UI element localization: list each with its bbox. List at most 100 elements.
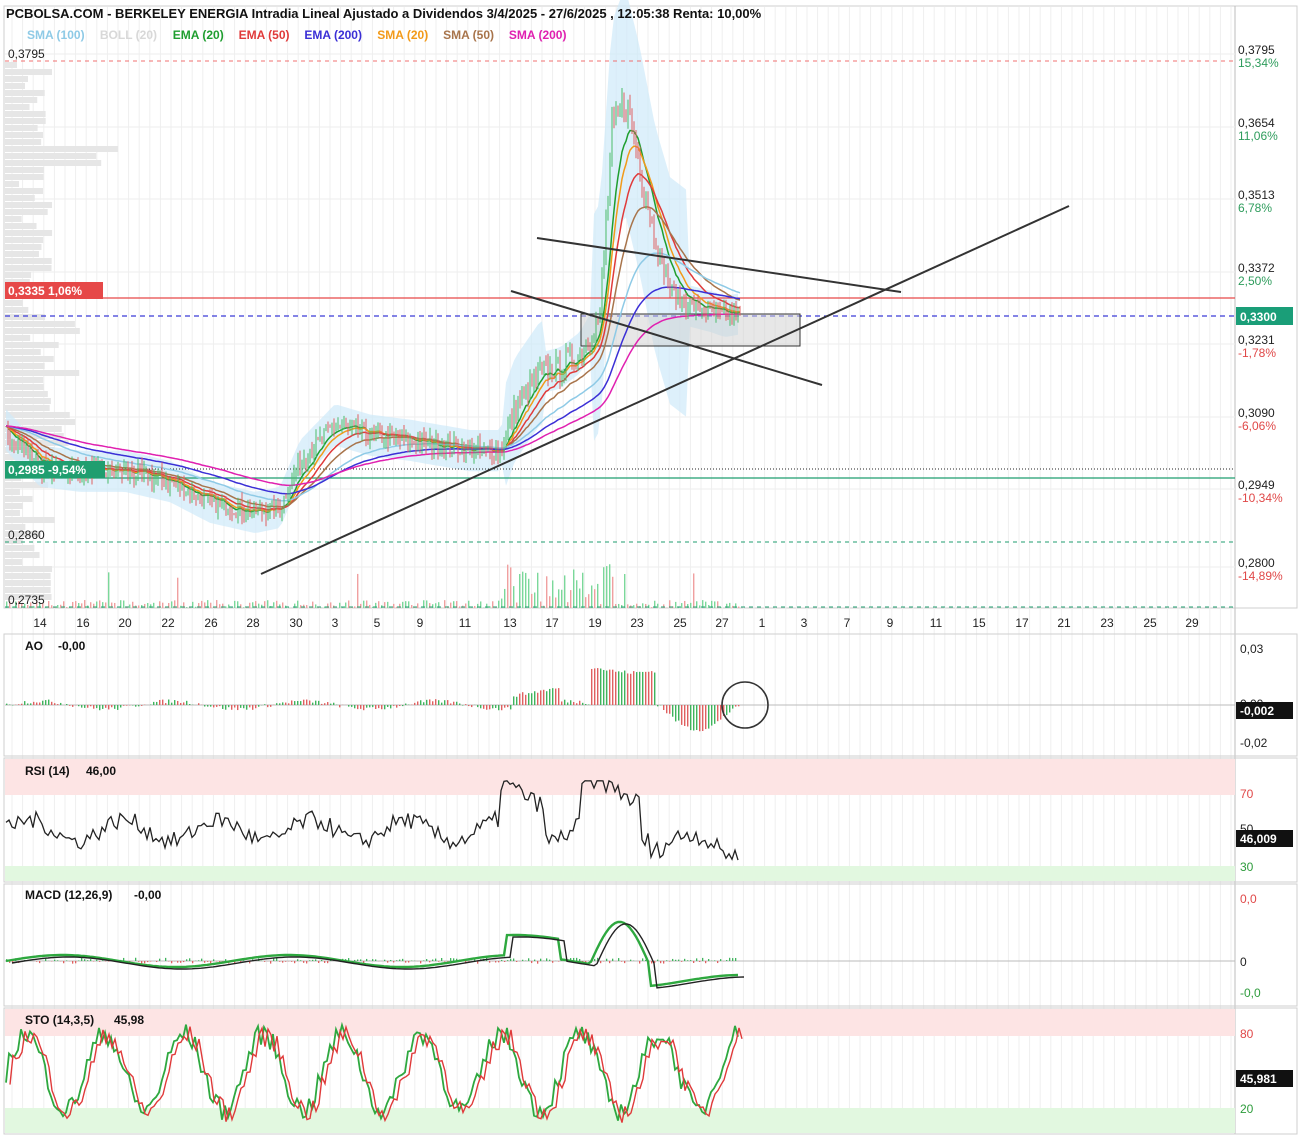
volume-bar bbox=[675, 602, 676, 608]
volume-bar bbox=[282, 602, 283, 608]
macd-hist-bar bbox=[675, 960, 676, 961]
volume-profile-bar bbox=[5, 510, 20, 516]
volume-profile-bar bbox=[5, 76, 28, 82]
ao-bar bbox=[510, 705, 511, 709]
volume-bar bbox=[510, 567, 511, 608]
ao-bar bbox=[210, 705, 211, 707]
legend-item: SMA (100) bbox=[27, 28, 85, 42]
volume-bar bbox=[693, 573, 694, 608]
volume-profile-bar bbox=[5, 496, 32, 502]
ao-bar bbox=[291, 700, 292, 705]
volume-bar bbox=[648, 605, 649, 608]
ao-tick-top: 0,03 bbox=[1240, 642, 1264, 656]
macd-hist-bar bbox=[630, 960, 631, 961]
macd-hist-bar bbox=[579, 959, 580, 961]
volume-profile-bar bbox=[5, 174, 44, 180]
volume-profile-bar bbox=[5, 307, 28, 313]
volume-bar bbox=[594, 589, 595, 608]
macd-hist-bar bbox=[693, 961, 694, 963]
macd-hist-bar bbox=[708, 959, 709, 961]
ao-bar bbox=[312, 703, 313, 705]
ao-bar bbox=[183, 702, 184, 705]
date-tick: 20 bbox=[118, 616, 132, 630]
volume-bar bbox=[411, 605, 412, 608]
volume-bar bbox=[171, 601, 172, 608]
left-level-bottom: 0,2735 bbox=[8, 593, 45, 607]
ao-bar bbox=[186, 701, 187, 705]
volume-bar bbox=[555, 597, 556, 608]
ao-bar bbox=[24, 701, 25, 705]
ao-bar bbox=[189, 704, 190, 705]
ao-bar bbox=[549, 689, 550, 705]
macd-hist-bar bbox=[138, 961, 139, 962]
ao-bar bbox=[216, 705, 217, 707]
volume-profile-bar bbox=[5, 195, 35, 201]
ao-bar bbox=[279, 703, 280, 705]
macd-hist-bar bbox=[399, 960, 400, 961]
ao-bar bbox=[456, 702, 457, 705]
ao-bar bbox=[30, 703, 31, 705]
macd-hist-bar bbox=[192, 961, 193, 963]
macd-hist-bar bbox=[180, 961, 181, 963]
ao-bar bbox=[180, 703, 181, 705]
ao-bar bbox=[9, 704, 10, 705]
macd-hist-bar bbox=[669, 961, 670, 962]
macd-hist-bar bbox=[270, 961, 271, 964]
ao-bar bbox=[708, 705, 709, 729]
ao-bar bbox=[294, 701, 295, 705]
macd-hist-bar bbox=[678, 960, 679, 961]
macd-hist-bar bbox=[720, 959, 721, 961]
ao-bar bbox=[45, 700, 46, 705]
volume-profile-bar bbox=[5, 258, 52, 264]
volume-bar bbox=[624, 574, 625, 608]
ao-bar bbox=[585, 704, 586, 705]
date-tick: 9 bbox=[887, 616, 894, 630]
date-tick: 23 bbox=[630, 616, 644, 630]
volume-bar bbox=[609, 564, 610, 608]
macd-hist-bar bbox=[147, 961, 148, 962]
macd-tick-bottom: -0,0 bbox=[1240, 986, 1261, 1000]
volume-profile-bar bbox=[5, 265, 52, 271]
macd-hist-bar bbox=[36, 961, 37, 962]
volume-profile-bar bbox=[5, 62, 17, 68]
volume-profile-bar bbox=[5, 503, 23, 509]
ao-bar bbox=[249, 705, 250, 707]
legend-item: SMA (200) bbox=[509, 28, 567, 42]
volume-bar bbox=[561, 590, 562, 608]
volume-bar bbox=[147, 603, 148, 608]
ao-bar bbox=[324, 703, 325, 705]
volume-bar bbox=[513, 586, 514, 608]
ao-bar bbox=[204, 705, 205, 707]
ao-bar bbox=[504, 705, 505, 708]
macd-hist-bar bbox=[150, 961, 151, 962]
volume-bar bbox=[129, 605, 130, 608]
ao-bar bbox=[495, 705, 496, 708]
volume-bar bbox=[474, 606, 475, 608]
volume-profile-bar bbox=[5, 342, 59, 348]
macd-hist-bar bbox=[489, 961, 490, 963]
volume-bar bbox=[297, 601, 298, 608]
ao-bar bbox=[519, 694, 520, 705]
volume-bar bbox=[606, 566, 607, 608]
ao-bar bbox=[126, 705, 127, 706]
macd-label: MACD (12,26,9) bbox=[25, 888, 112, 902]
ao-bar bbox=[84, 705, 85, 708]
macd-hist-bar bbox=[177, 961, 178, 963]
macd-hist-bar bbox=[699, 961, 700, 962]
volume-profile-bar bbox=[5, 146, 118, 152]
ao-bar bbox=[732, 705, 733, 709]
volume-bar bbox=[357, 574, 358, 608]
ao-bar bbox=[486, 705, 487, 710]
macd-hist-bar bbox=[714, 960, 715, 961]
price-tick: 0,2800 bbox=[1238, 556, 1275, 570]
ao-bar bbox=[360, 705, 361, 709]
macd-hist-bar bbox=[729, 958, 730, 961]
volume-bar bbox=[258, 604, 259, 608]
ao-bar bbox=[153, 702, 154, 705]
ao-bar bbox=[462, 705, 463, 706]
ao-bar bbox=[396, 705, 397, 708]
ao-bar bbox=[219, 705, 220, 706]
macd-hist-bar bbox=[504, 961, 505, 962]
macd-hist-bar bbox=[312, 960, 313, 961]
sto-current: 45,981 bbox=[1240, 1072, 1277, 1086]
